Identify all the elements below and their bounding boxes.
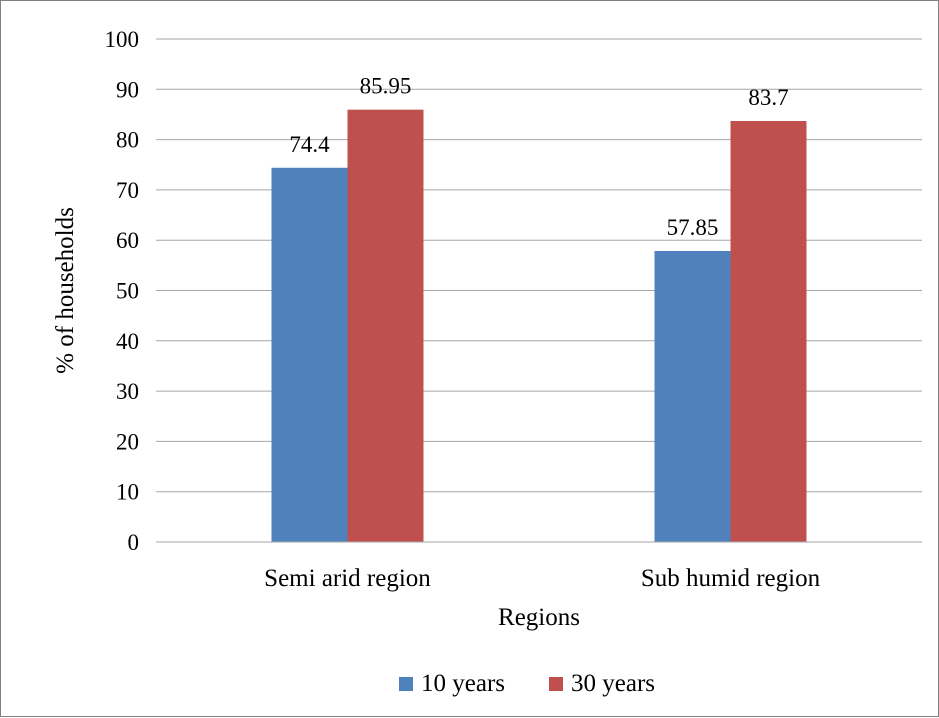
data-label: 83.7 [748, 85, 788, 110]
x-axis-ticks: Semi arid region Sub humid region [264, 565, 820, 592]
bar [271, 167, 348, 542]
data-label: 74.4 [289, 132, 330, 157]
y-tick-label: 10 [116, 480, 139, 505]
legend-swatch [399, 677, 413, 691]
y-tick-label: 80 [116, 128, 139, 153]
data-label: 57.85 [667, 215, 719, 240]
legend-item: 30 years [549, 670, 655, 697]
x-tick-label: Semi arid region [264, 565, 431, 592]
y-tick-label: 70 [116, 178, 139, 203]
y-tick-label: 50 [116, 279, 139, 304]
legend-swatch [549, 677, 563, 691]
bar [654, 251, 731, 542]
y-tick-label: 90 [116, 77, 139, 102]
x-axis-title: Regions [498, 604, 580, 631]
bar [347, 109, 424, 542]
legend-label: 10 years [421, 670, 505, 697]
bar [730, 120, 807, 542]
y-axis-title: % of households [52, 207, 79, 374]
y-tick-label: 40 [116, 329, 139, 354]
data-label: 85.95 [360, 74, 412, 99]
y-tick-label: 60 [116, 228, 139, 253]
legend: 10 years 30 years [399, 670, 655, 697]
legend-item: 10 years [399, 670, 505, 697]
y-tick-label: 100 [105, 27, 140, 52]
y-tick-label: 20 [116, 429, 139, 454]
gridlines [156, 38, 922, 493]
y-tick-label: 30 [116, 379, 139, 404]
y-axis-ticks: 0 10 20 30 40 50 60 70 80 90 100 [105, 27, 140, 555]
y-tick-label: 0 [128, 530, 140, 555]
legend-label: 30 years [571, 670, 655, 697]
x-tick-label: Sub humid region [641, 565, 821, 592]
bars [271, 109, 807, 542]
data-labels: 74.4 85.95 57.85 83.7 [289, 74, 788, 240]
